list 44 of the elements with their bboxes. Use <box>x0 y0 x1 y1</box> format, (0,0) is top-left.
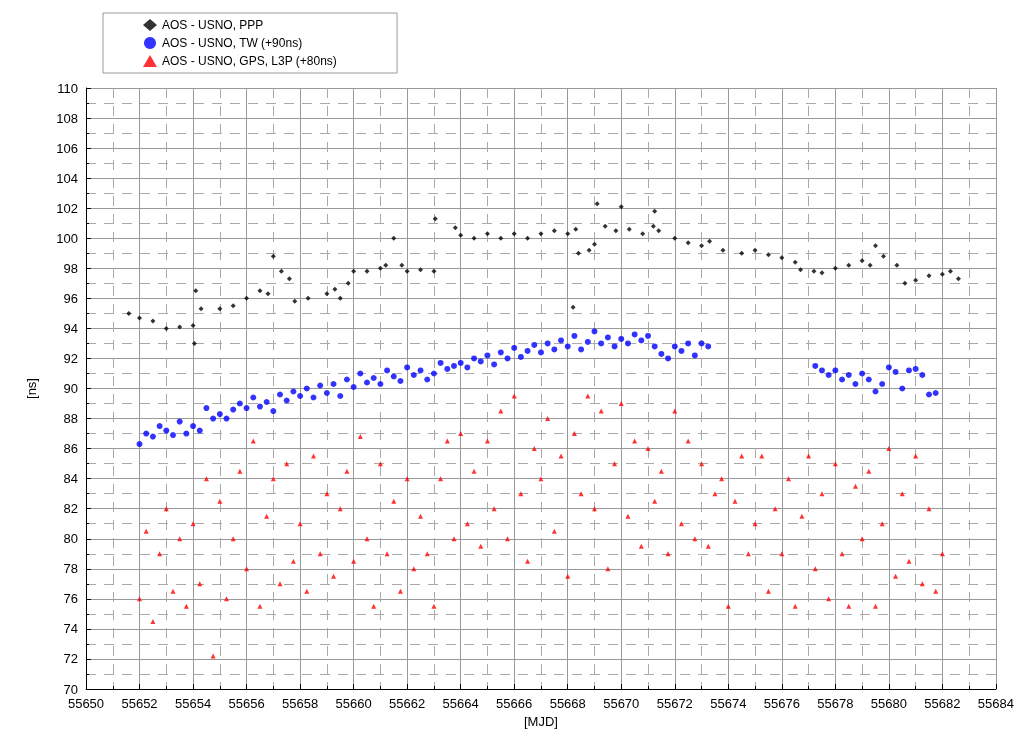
x-tick-label: 55666 <box>496 696 533 711</box>
x-tick-label: 55672 <box>656 696 693 711</box>
y-tick-label: 86 <box>63 441 78 457</box>
x-tick-label: 55670 <box>603 696 640 711</box>
y-tick-label: 96 <box>63 290 78 306</box>
x-tick-label: 55658 <box>282 696 319 711</box>
legend-label: AOS - USNO, PPP <box>162 18 264 32</box>
y-tick-label: 76 <box>63 591 78 607</box>
y-tick-label: 72 <box>63 651 78 667</box>
x-tick-label: 55680 <box>870 696 907 711</box>
x-tick-label: 55682 <box>924 696 961 711</box>
y-tick-label: 100 <box>56 230 78 246</box>
y-tick-label: 94 <box>63 320 78 336</box>
x-tick-label: 55664 <box>442 696 479 711</box>
y-axis-title: [ns] <box>24 378 39 399</box>
x-tick-label: 55660 <box>335 696 372 711</box>
x-tick-label: 55668 <box>549 696 586 711</box>
y-tick-label: 88 <box>63 411 78 427</box>
legend-label: AOS - USNO, TW (+90ns) <box>162 36 303 50</box>
y-tick-label: 104 <box>56 170 78 186</box>
y-tick-label: 80 <box>63 531 78 547</box>
y-tick-label: 82 <box>63 501 78 517</box>
x-tick-label: 55662 <box>389 696 426 711</box>
x-tick-label: 55674 <box>710 696 747 711</box>
x-tick-label: 55656 <box>228 696 265 711</box>
y-tick-label: 110 <box>57 80 78 96</box>
y-tick-label: 84 <box>63 471 78 487</box>
y-tick-label: 90 <box>63 381 78 396</box>
x-tick-label: 55650 <box>67 696 105 711</box>
y-tick-label: 74 <box>63 621 78 637</box>
x-tick-label: 55684 <box>977 696 1014 711</box>
x-tick-label: 55678 <box>817 696 854 711</box>
y-tick-label: 106 <box>56 140 78 156</box>
y-tick-label: 108 <box>56 110 78 126</box>
x-tick-label: 55652 <box>121 696 158 711</box>
y-tick-label: 70 <box>63 681 78 697</box>
y-tick-label: 78 <box>63 561 78 577</box>
y-tick-label: 102 <box>56 200 78 216</box>
y-tick-label: 92 <box>63 350 78 366</box>
x-axis-title: [MJD] <box>523 713 558 729</box>
y-tick-label: 98 <box>63 260 78 276</box>
x-tick-label: 55676 <box>763 696 800 711</box>
legend-label: AOS - USNO, GPS, L3P (+80ns) <box>162 54 337 68</box>
x-tick-label: 55654 <box>174 696 212 711</box>
